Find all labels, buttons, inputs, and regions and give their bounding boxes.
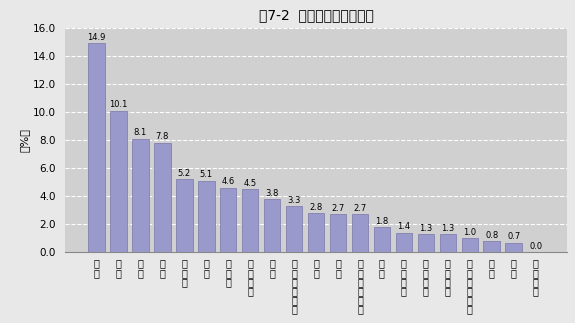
Text: 5.2: 5.2 — [178, 169, 191, 178]
Bar — [176, 179, 193, 252]
Text: 10.1: 10.1 — [109, 100, 128, 109]
Text: 2.8: 2.8 — [309, 203, 323, 212]
Bar — [286, 206, 302, 252]
Title: 図7-2  産業別製造品在庫率: 図7-2 産業別製造品在庫率 — [259, 8, 374, 22]
Bar — [264, 199, 281, 252]
Text: 7.8: 7.8 — [156, 132, 169, 141]
Bar — [242, 189, 258, 252]
Bar — [154, 143, 171, 252]
Bar — [352, 214, 368, 252]
Bar — [198, 181, 214, 252]
Text: 0.8: 0.8 — [485, 231, 499, 240]
Y-axis label: （%）: （%） — [20, 128, 30, 152]
Bar — [374, 227, 390, 252]
Text: 4.5: 4.5 — [244, 179, 257, 188]
Bar — [417, 234, 434, 252]
Bar — [439, 234, 456, 252]
Text: 1.3: 1.3 — [419, 224, 432, 233]
Text: 1.4: 1.4 — [397, 222, 411, 231]
Bar — [505, 243, 522, 252]
Bar — [330, 214, 346, 252]
Text: 0.0: 0.0 — [529, 242, 542, 251]
Text: 1.8: 1.8 — [375, 217, 389, 226]
Text: 3.8: 3.8 — [266, 189, 279, 198]
Text: 0.7: 0.7 — [507, 232, 520, 241]
Text: 1.3: 1.3 — [441, 224, 454, 233]
Bar — [396, 233, 412, 252]
Text: 2.7: 2.7 — [331, 204, 344, 213]
Bar — [132, 139, 148, 252]
Bar — [220, 188, 236, 252]
Text: 2.7: 2.7 — [354, 204, 367, 213]
Bar — [308, 213, 324, 252]
Text: 14.9: 14.9 — [87, 33, 106, 42]
Bar — [110, 110, 126, 252]
Bar — [88, 43, 105, 252]
Text: 3.3: 3.3 — [288, 196, 301, 205]
Text: 4.6: 4.6 — [221, 177, 235, 186]
Bar — [484, 241, 500, 252]
Text: 5.1: 5.1 — [200, 170, 213, 179]
Bar — [462, 238, 478, 252]
Text: 8.1: 8.1 — [134, 128, 147, 137]
Text: 1.0: 1.0 — [463, 228, 476, 237]
